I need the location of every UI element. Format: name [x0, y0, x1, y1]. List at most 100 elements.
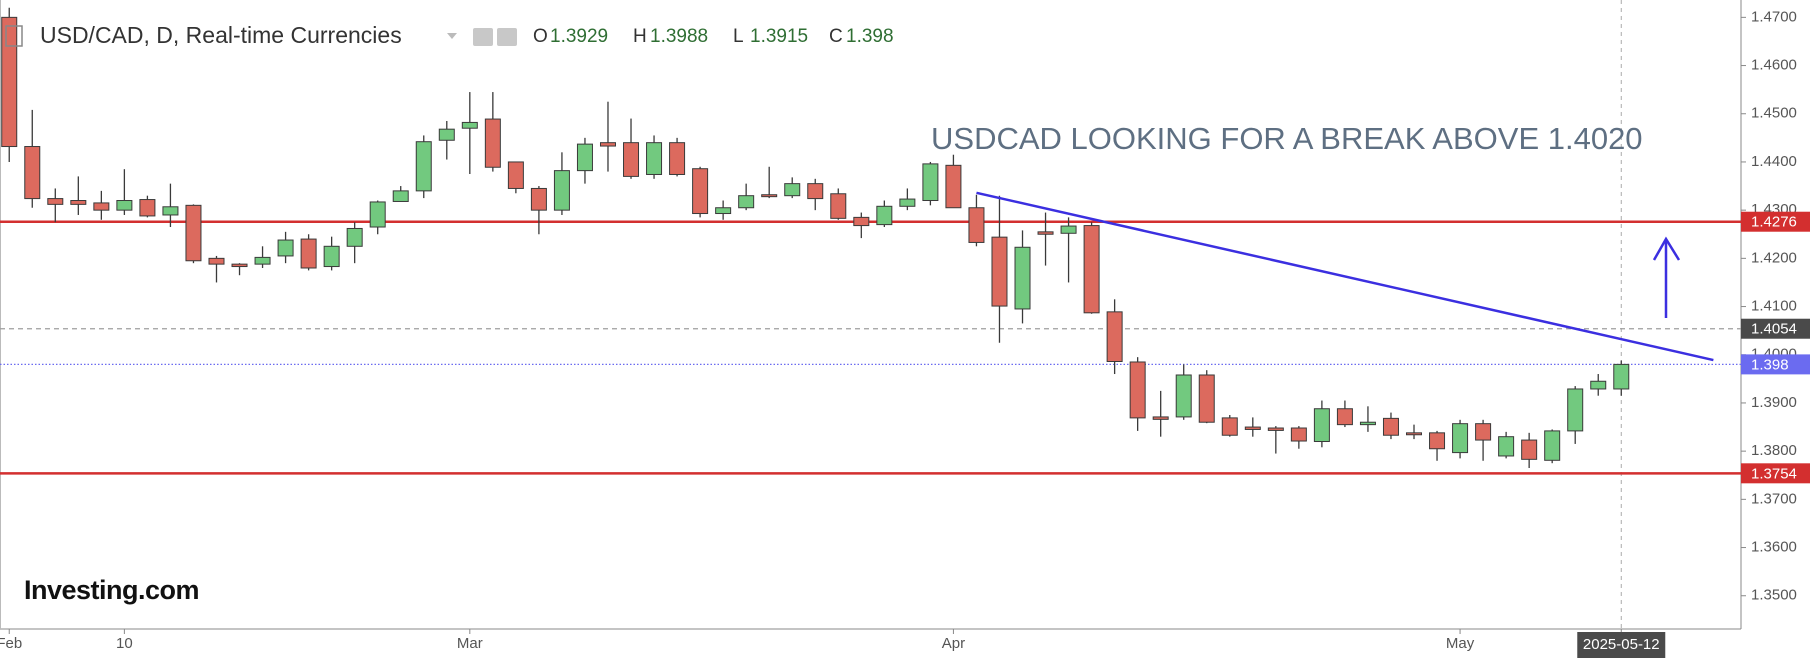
ohlc-label: O	[533, 26, 548, 47]
candle-body	[484, 118, 501, 168]
settings-icon[interactable]	[497, 28, 517, 46]
level-label-box	[1741, 463, 1810, 484]
candle-body	[1083, 225, 1100, 314]
candle-body	[300, 238, 317, 269]
candle-body	[669, 142, 686, 175]
candle-body	[208, 257, 225, 265]
x-crosshair-label: 2025-05-12	[1583, 636, 1660, 653]
level-label: 1.398	[1751, 356, 1789, 373]
y-tick-label: 1.3900	[1751, 394, 1797, 411]
candle-body	[231, 263, 248, 268]
candle-body	[692, 168, 709, 215]
y-tick-label: 1.3700	[1751, 490, 1797, 507]
candle-body	[24, 146, 41, 200]
level-label-box	[1741, 211, 1810, 232]
candle-body	[1014, 246, 1031, 310]
candle-body	[139, 199, 156, 217]
candle-body	[1382, 417, 1399, 436]
ohlc-label: H	[633, 26, 647, 47]
arrow-head	[1652, 236, 1681, 261]
source-logo: Investing.com	[24, 575, 199, 605]
candle-body	[254, 256, 271, 265]
candle-body	[1544, 430, 1561, 461]
candle-body	[1567, 388, 1584, 432]
x-tick-label: Apr	[942, 635, 965, 652]
trendline	[976, 191, 1714, 362]
x-crosshair-label-box	[1577, 632, 1666, 658]
candle-body	[1060, 225, 1077, 234]
candle-body	[1313, 408, 1330, 443]
level-label: 1.3754	[1751, 465, 1797, 482]
candle-body	[1152, 416, 1169, 420]
candle-body	[116, 200, 133, 211]
candle-body	[1, 16, 18, 148]
candle-body	[830, 193, 847, 219]
y-tick-label: 1.4500	[1751, 105, 1797, 122]
candle-body	[922, 163, 939, 202]
ohlc-value: 1.3929	[550, 26, 608, 47]
candle-body	[461, 121, 478, 129]
candle-body	[507, 161, 524, 189]
candle-body	[1475, 423, 1492, 441]
candle-body	[1590, 380, 1607, 390]
candle-body	[784, 183, 801, 197]
x-tick-label: Feb	[0, 635, 22, 652]
candle-body	[576, 143, 593, 172]
candle-body	[1221, 417, 1238, 436]
visibility-icon[interactable]	[473, 28, 493, 46]
chart-title: USD/CAD, D, Real-time Currencies	[40, 22, 402, 48]
candle-body	[185, 204, 202, 262]
y-tick-label: 1.4200	[1751, 249, 1797, 266]
x-tick-label: May	[1446, 635, 1475, 652]
candle-body	[1452, 423, 1469, 454]
candle-body	[853, 216, 870, 227]
annotation: USDCAD LOOKING FOR A BREAK ABOVE 1.4020	[931, 121, 1643, 156]
candle-body	[392, 190, 409, 202]
candle-body	[1267, 427, 1284, 431]
candle-body	[530, 187, 547, 211]
candle-body	[1613, 363, 1630, 390]
menu-icon[interactable]	[5, 25, 23, 47]
candle-body	[415, 141, 432, 192]
ohlc-value: 1.398	[846, 26, 894, 47]
y-tick-label: 1.4600	[1751, 57, 1797, 74]
level-label-box	[1741, 354, 1810, 375]
candle-body	[876, 205, 893, 226]
candle-body	[599, 142, 616, 147]
candle-body	[47, 198, 64, 205]
level-label-box	[1741, 318, 1810, 339]
x-tick-label: Mar	[457, 635, 483, 652]
candle-body	[1359, 421, 1376, 426]
candle-body	[1129, 361, 1146, 419]
candle-body	[162, 206, 179, 216]
overlay-layer: USD/CAD, D, Real-time Currencies USDCAD …	[5, 22, 1810, 605]
candle-body	[761, 194, 778, 198]
candle-body	[715, 207, 732, 215]
candle-body	[438, 128, 455, 141]
candle-body	[991, 236, 1008, 307]
candle-body	[346, 227, 363, 247]
candle-body	[1429, 432, 1446, 450]
y-tick-label: 1.4700	[1751, 8, 1797, 25]
candle-body	[70, 200, 87, 205]
candle-body	[1406, 432, 1423, 436]
candle-body	[1198, 374, 1215, 423]
candle-body	[1498, 436, 1515, 457]
ohlc-label: C	[829, 26, 843, 47]
ohlc-value: 1.3988	[650, 26, 708, 47]
dropdown-icon[interactable]	[447, 33, 457, 39]
candle-body	[277, 239, 294, 257]
candle-body	[1037, 231, 1054, 235]
candle-body	[93, 202, 110, 211]
y-tick-label: 1.3600	[1751, 539, 1797, 556]
ohlc-value: 1.3915	[750, 26, 808, 47]
candle-body	[1244, 426, 1261, 430]
ohlc-label: L	[733, 26, 744, 47]
candle-body	[623, 142, 640, 177]
candle-body	[968, 207, 985, 243]
candle-body	[1290, 427, 1307, 442]
y-tick-label: 1.4400	[1751, 153, 1797, 170]
candle-body	[646, 142, 663, 175]
